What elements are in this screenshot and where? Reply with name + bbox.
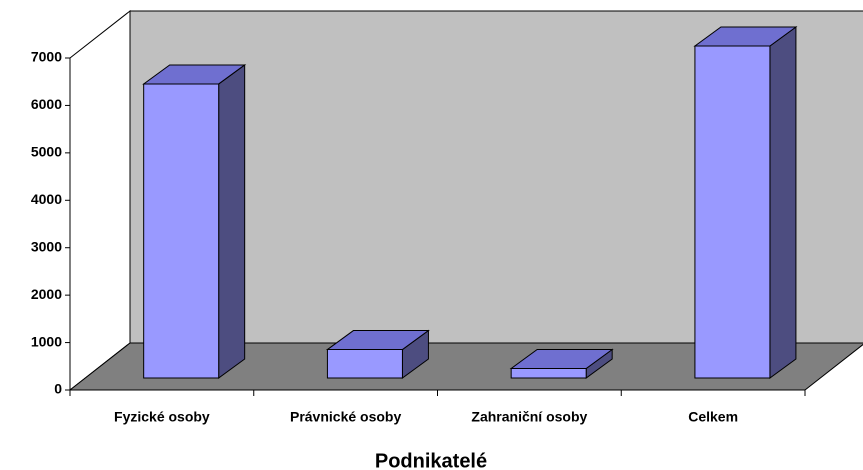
y-tick-label: 1000 [31,333,62,349]
y-tick-label: 0 [54,381,62,397]
bar-front [143,83,220,379]
x-axis-title: Podnikatelé [375,450,487,470]
y-tick-label: 2000 [31,286,62,302]
bar-front [326,349,403,379]
x-tick-label: Celkem [688,409,738,425]
bar [693,26,798,379]
y-tick-label: 3000 [31,238,62,254]
y-tick-label: 4000 [31,191,62,207]
bar [142,63,247,379]
left-wall [69,9,131,392]
x-tick-label: Zahraniční osoby [471,409,587,425]
x-tick-label: Fyzické osoby [114,409,210,425]
bar-front [694,45,771,379]
x-tick-label: Právnické osoby [290,409,401,425]
y-tick-label: 7000 [31,49,62,65]
bar-side [769,26,797,379]
bar [509,348,614,379]
y-tick-label: 6000 [31,96,62,112]
y-tick-label: 5000 [31,144,62,160]
bar-front [510,368,587,379]
bar-side [218,63,246,379]
bar [325,329,430,379]
